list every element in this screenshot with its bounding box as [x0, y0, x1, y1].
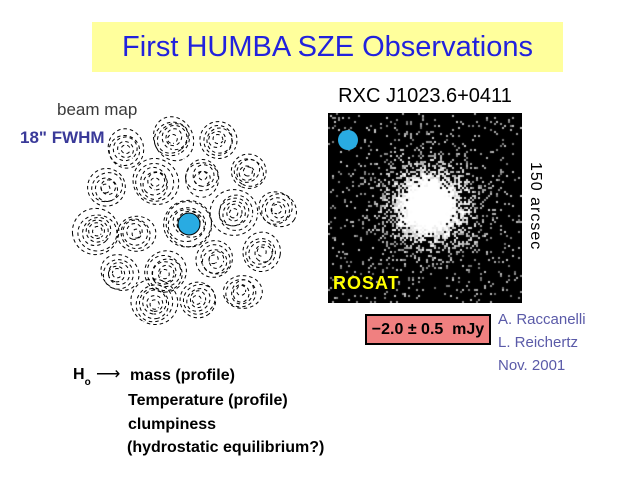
- beam-position-marker: [338, 130, 358, 150]
- credits-block: A. Raccanelli L. Reichertz Nov. 2001: [498, 308, 586, 377]
- hubble-constant-subscript: o: [84, 377, 91, 388]
- derived-quantity-clumpiness: clumpiness: [128, 416, 217, 433]
- fwhm-label: 18" FWHM: [20, 128, 105, 147]
- beam-map-label: beam map: [57, 100, 138, 119]
- cluster-name: RXC J1023.6+0411: [338, 85, 512, 107]
- credit-date: Nov. 2001: [498, 357, 566, 374]
- derived-quantity-temperature: Temperature (profile): [128, 392, 288, 409]
- slide-title: First HUMBA SZE Observations: [92, 22, 563, 72]
- xray-noise-canvas: [328, 113, 522, 303]
- angular-scale-label: 150 arcsec: [527, 162, 544, 251]
- hubble-constant-symbol: Ho: [73, 366, 91, 388]
- beam-map-source-marker: [177, 212, 201, 236]
- flux-measurement-badge: −2.0 ± 0.5 mJy: [365, 314, 491, 345]
- derived-quantity-hydrostatic: (hydrostatic equilibrium?): [127, 439, 325, 456]
- arrow-icon: ⟶: [96, 364, 121, 383]
- derived-quantity-mass: mass (profile): [130, 367, 235, 384]
- credit-author-1: A. Raccanelli: [498, 311, 586, 328]
- rosat-xray-image: ROSAT: [328, 113, 522, 303]
- rosat-label: ROSAT: [333, 273, 400, 293]
- credit-author-2: L. Reichertz: [498, 334, 579, 351]
